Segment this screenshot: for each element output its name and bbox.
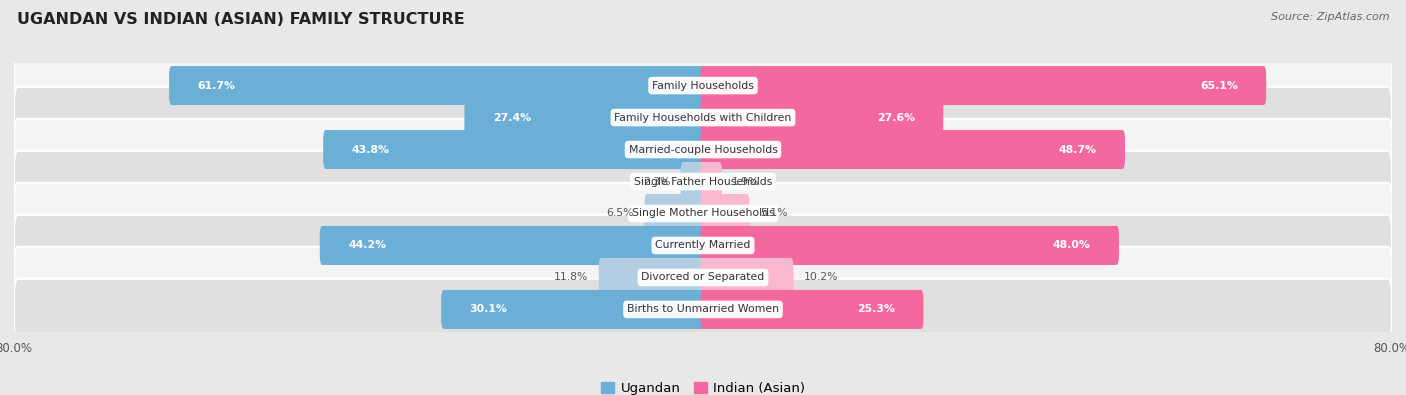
FancyBboxPatch shape [14, 247, 1392, 308]
Text: 27.6%: 27.6% [877, 113, 915, 122]
FancyBboxPatch shape [14, 87, 1392, 148]
Text: 48.0%: 48.0% [1053, 241, 1091, 250]
Text: 25.3%: 25.3% [858, 305, 896, 314]
Text: 44.2%: 44.2% [349, 241, 387, 250]
Text: Married-couple Households: Married-couple Households [628, 145, 778, 154]
Text: 43.8%: 43.8% [352, 145, 389, 154]
Legend: Ugandan, Indian (Asian): Ugandan, Indian (Asian) [595, 377, 811, 395]
Text: 10.2%: 10.2% [804, 273, 838, 282]
FancyBboxPatch shape [14, 215, 1392, 276]
Text: 48.7%: 48.7% [1059, 145, 1097, 154]
Text: Births to Unmarried Women: Births to Unmarried Women [627, 305, 779, 314]
Text: Single Father Households: Single Father Households [634, 177, 772, 186]
FancyBboxPatch shape [441, 290, 706, 329]
FancyBboxPatch shape [700, 290, 924, 329]
FancyBboxPatch shape [681, 162, 706, 201]
Text: 65.1%: 65.1% [1199, 81, 1237, 90]
Text: 1.9%: 1.9% [733, 177, 759, 186]
FancyBboxPatch shape [644, 194, 706, 233]
Text: 30.1%: 30.1% [470, 305, 508, 314]
FancyBboxPatch shape [700, 66, 1267, 105]
FancyBboxPatch shape [14, 119, 1392, 180]
Text: UGANDAN VS INDIAN (ASIAN) FAMILY STRUCTURE: UGANDAN VS INDIAN (ASIAN) FAMILY STRUCTU… [17, 12, 464, 27]
Text: Divorced or Separated: Divorced or Separated [641, 273, 765, 282]
FancyBboxPatch shape [14, 55, 1392, 116]
FancyBboxPatch shape [700, 258, 793, 297]
FancyBboxPatch shape [700, 226, 1119, 265]
FancyBboxPatch shape [14, 279, 1392, 340]
Text: 2.3%: 2.3% [643, 177, 671, 186]
Text: 27.4%: 27.4% [494, 113, 531, 122]
FancyBboxPatch shape [700, 162, 721, 201]
Text: Family Households with Children: Family Households with Children [614, 113, 792, 122]
Text: Currently Married: Currently Married [655, 241, 751, 250]
FancyBboxPatch shape [14, 151, 1392, 212]
FancyBboxPatch shape [464, 98, 706, 137]
Text: 61.7%: 61.7% [197, 81, 235, 90]
Text: 6.5%: 6.5% [606, 209, 634, 218]
Text: Family Households: Family Households [652, 81, 754, 90]
Text: Source: ZipAtlas.com: Source: ZipAtlas.com [1271, 12, 1389, 22]
Text: Single Mother Households: Single Mother Households [631, 209, 775, 218]
FancyBboxPatch shape [169, 66, 706, 105]
FancyBboxPatch shape [700, 194, 749, 233]
FancyBboxPatch shape [700, 130, 1125, 169]
FancyBboxPatch shape [599, 258, 706, 297]
FancyBboxPatch shape [323, 130, 706, 169]
FancyBboxPatch shape [319, 226, 706, 265]
FancyBboxPatch shape [14, 183, 1392, 244]
Text: 5.1%: 5.1% [759, 209, 787, 218]
FancyBboxPatch shape [700, 98, 943, 137]
Text: 11.8%: 11.8% [554, 273, 589, 282]
